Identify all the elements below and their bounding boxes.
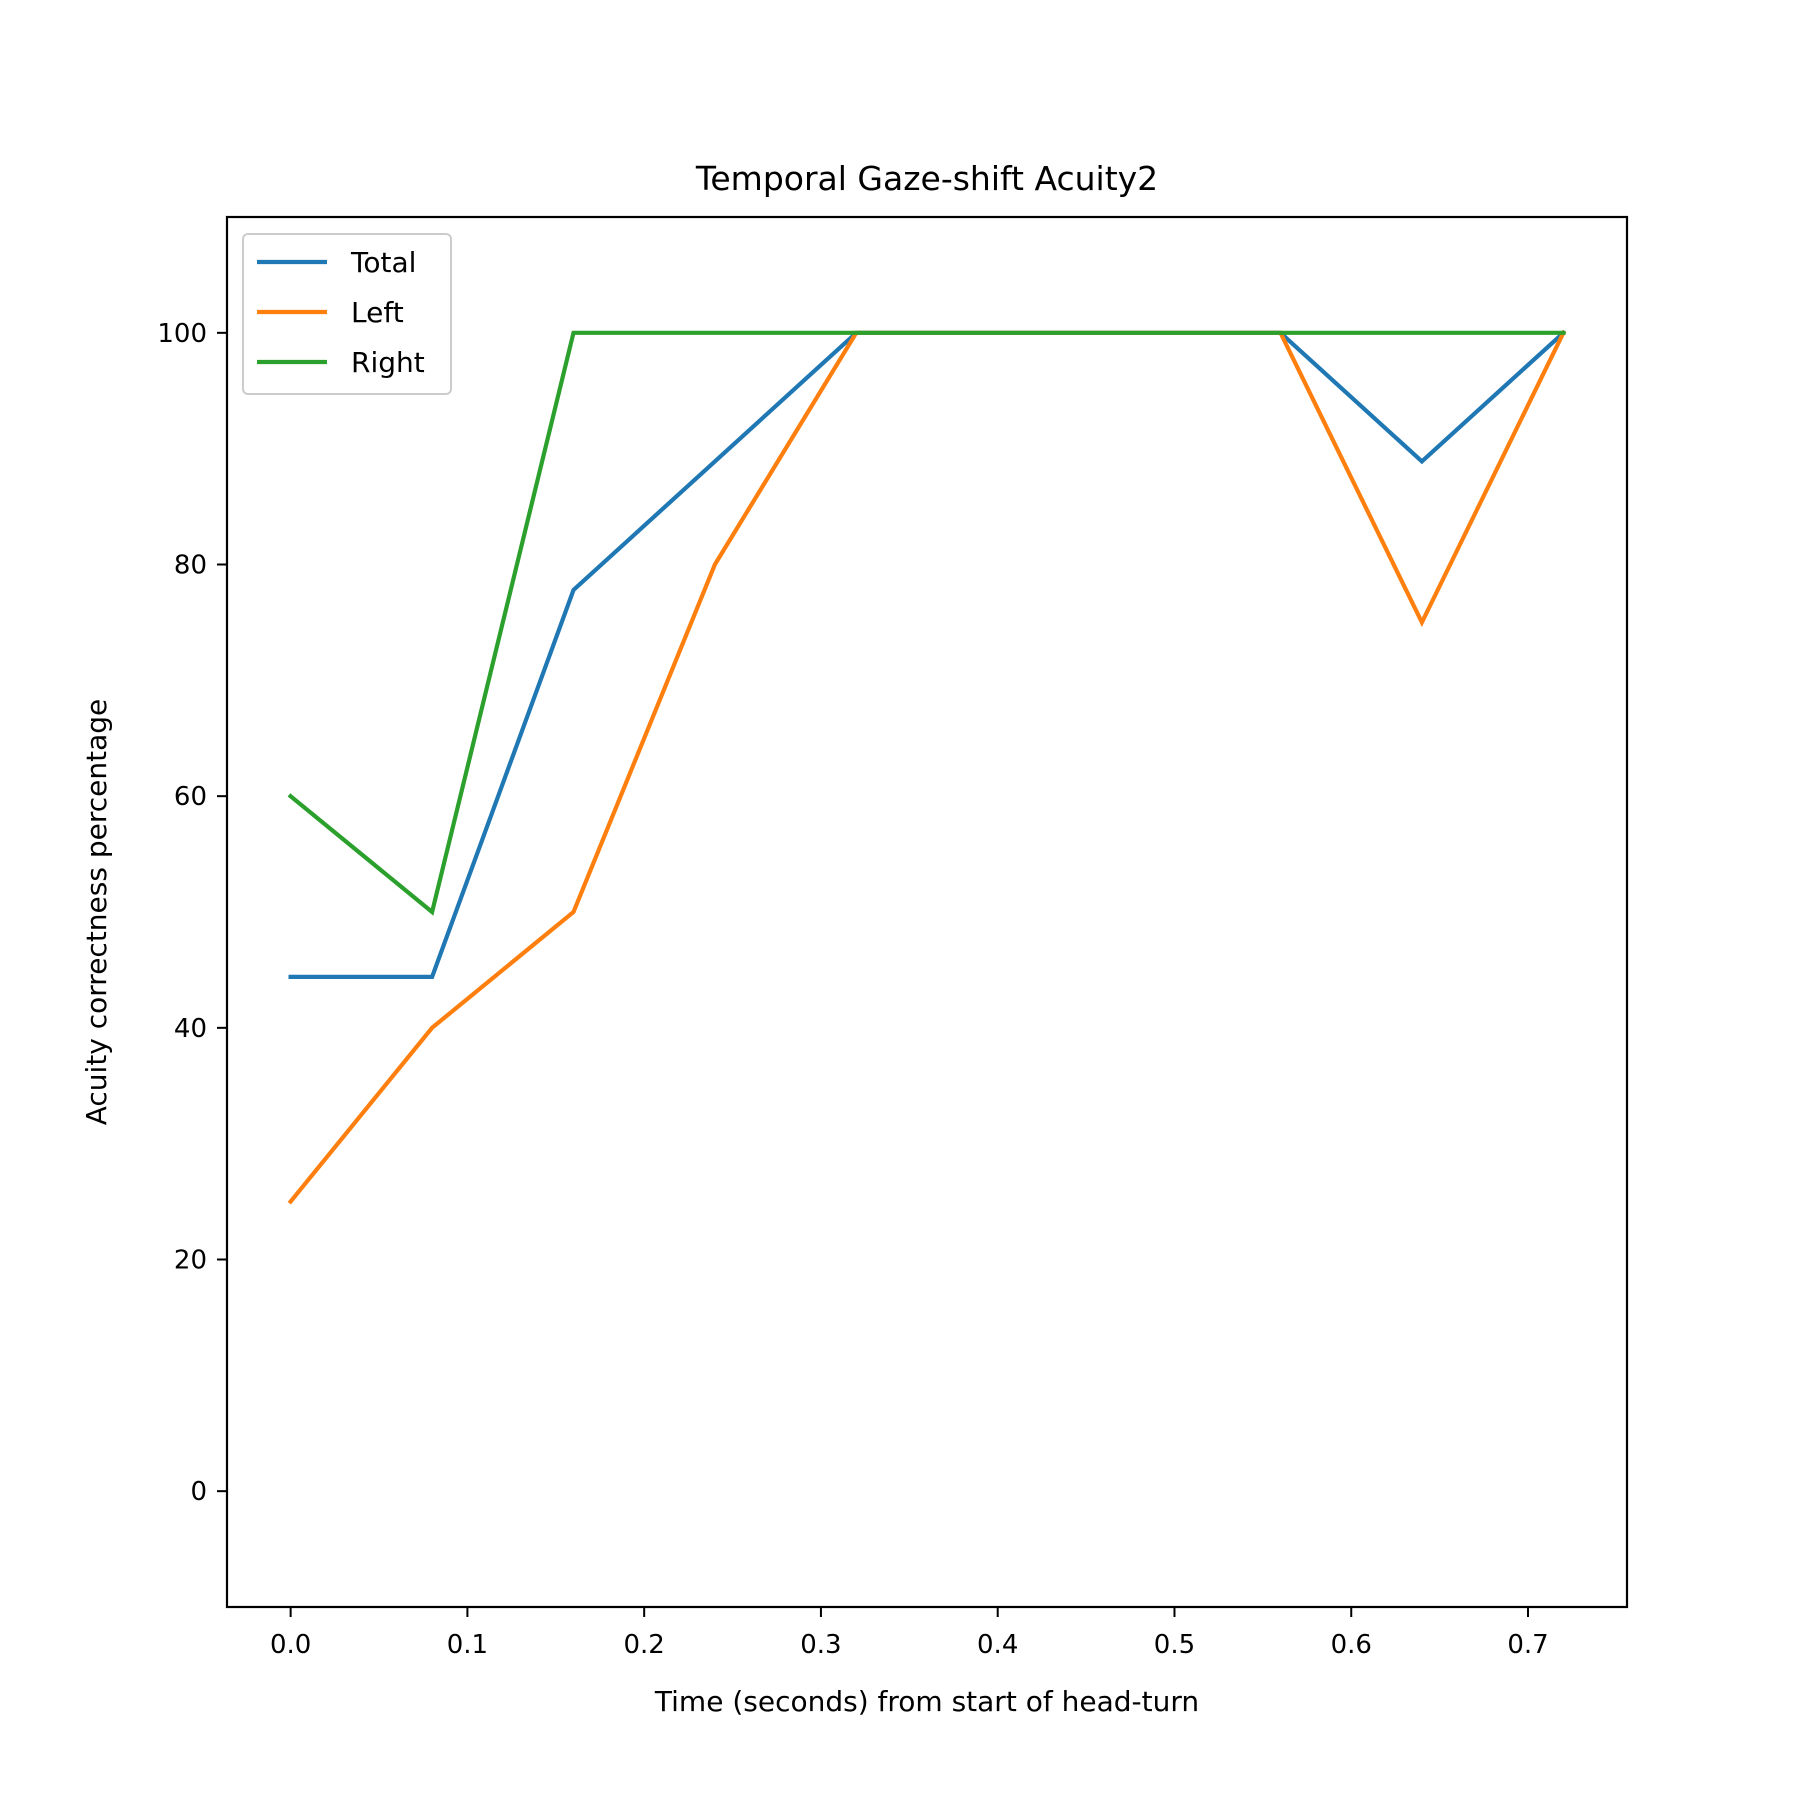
chart-title: Temporal Gaze-shift Acuity2 xyxy=(695,159,1158,198)
legend-label-left: Left xyxy=(351,296,404,329)
x-tick-label: 0.1 xyxy=(447,1630,488,1660)
plot-area-frame xyxy=(225,215,1629,1609)
y-tick-label: 20 xyxy=(174,1246,207,1276)
y-tick-label: 100 xyxy=(157,319,207,349)
x-tick-label: 0.7 xyxy=(1507,1630,1548,1660)
x-axis: 0.0 0.1 0.2 0.3 0.4 0.5 0.6 0.7 xyxy=(270,1607,1549,1660)
y-axis: 0 20 40 60 80 100 xyxy=(157,319,227,1507)
y-tick-label: 60 xyxy=(174,782,207,812)
legend-label-right: Right xyxy=(351,346,425,379)
legend: Total Left Right xyxy=(242,233,452,395)
x-axis-title: Time (seconds) from start of head-turn xyxy=(654,1685,1199,1718)
x-tick-label: 0.5 xyxy=(1154,1630,1195,1660)
x-tick-label: 0.3 xyxy=(800,1630,841,1660)
x-tick-label: 0.6 xyxy=(1331,1630,1372,1660)
y-tick-label: 80 xyxy=(174,551,207,581)
y-axis-title: Acuity correctness percentage xyxy=(80,699,113,1126)
legend-box xyxy=(242,233,452,395)
legend-label-total: Total xyxy=(350,246,416,279)
series-line-right xyxy=(287,330,1566,916)
x-tick-label: 0.4 xyxy=(977,1630,1018,1660)
x-tick-label: 0.2 xyxy=(623,1630,664,1660)
x-tick-label: 0.0 xyxy=(270,1630,311,1660)
y-tick-label: 40 xyxy=(174,1014,207,1044)
y-tick-label: 0 xyxy=(190,1477,207,1507)
series-layer xyxy=(287,329,1567,1205)
